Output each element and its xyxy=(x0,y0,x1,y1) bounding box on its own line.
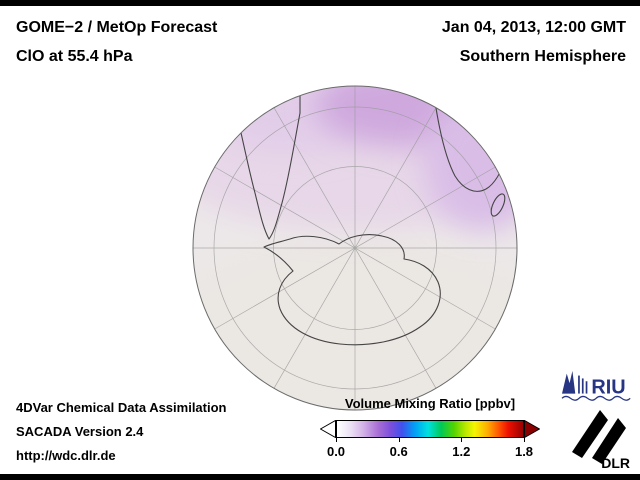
globe-container xyxy=(192,85,518,411)
colorbar-tickmarks xyxy=(336,438,525,442)
riu-logo-text: RIU xyxy=(591,377,625,399)
tick-label-1: 0.6 xyxy=(389,444,408,459)
credits-block: 4DVar Chemical Data Assimilation SACADA … xyxy=(16,396,227,468)
bottom-border xyxy=(0,474,640,480)
madagascar-outline xyxy=(490,193,506,217)
globe-rim xyxy=(192,85,518,411)
dlr-emblem-icon xyxy=(572,410,608,458)
colorbar-title: Volume Mixing Ratio [ppbv] xyxy=(344,396,516,411)
plot-title: GOME−2 / MetOp Forecast ClO at 55.4 hPa xyxy=(16,13,217,71)
globe-map xyxy=(192,85,518,411)
south-america-outline xyxy=(231,89,301,240)
colorbar: Volume Mixing Ratio [ppbv] 0.0 0.6 1.2 1… xyxy=(320,396,540,459)
credit-line1: 4DVar Chemical Data Assimilation xyxy=(16,400,227,415)
colorbar-under-arrow xyxy=(320,420,336,438)
region-label: Southern Hemisphere xyxy=(459,48,626,65)
title-line1: GOME−2 / MetOp Forecast xyxy=(16,19,218,36)
title-line2: ClO at 55.4 hPa xyxy=(16,48,133,65)
credit-line2: SACADA Version 2.4 xyxy=(16,424,144,439)
antarctica-outline xyxy=(263,234,441,346)
tick-label-0: 0.0 xyxy=(326,444,346,459)
dlr-logo-text: DLR xyxy=(601,455,630,470)
credit-url[interactable]: http://wdc.dlr.de xyxy=(16,448,116,463)
tick-label-3: 1.8 xyxy=(514,444,534,459)
plot-datetime-block: Jan 04, 2013, 12:00 GMT Southern Hemisph… xyxy=(442,13,626,71)
colorbar-row xyxy=(320,420,540,438)
datetime-label: Jan 04, 2013, 12:00 GMT xyxy=(441,19,626,36)
riu-wave-icon xyxy=(561,395,631,401)
riu-spire-icon xyxy=(562,370,576,394)
graticule xyxy=(193,86,517,410)
colorbar-tick-labels: 0.0 0.6 1.2 1.8 xyxy=(327,442,533,459)
dlr-emblem-icon-2 xyxy=(592,418,626,464)
meridian-lines xyxy=(193,86,517,410)
tick-label-2: 1.2 xyxy=(452,444,471,459)
dlr-logo: DLR xyxy=(572,410,630,470)
riu-logo: RIU xyxy=(561,370,631,401)
colorbar-over-arrow xyxy=(524,420,540,438)
colorbar-gradient xyxy=(336,420,524,438)
top-border xyxy=(0,0,640,6)
